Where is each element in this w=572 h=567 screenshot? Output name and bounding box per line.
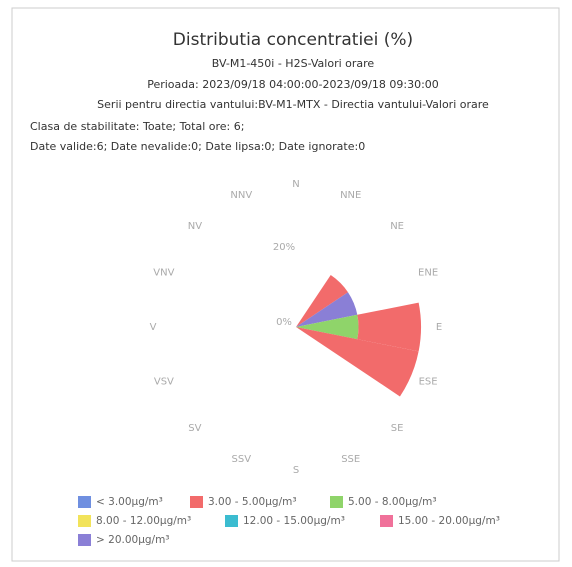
legend-swatch xyxy=(380,515,393,527)
legend-swatch xyxy=(225,515,238,527)
legend-label: 8.00 - 12.00µg/m³ xyxy=(96,515,191,527)
subtitle: BV-M1-450i - H2S-Valori orare xyxy=(212,57,375,70)
legend-label: 5.00 - 8.00µg/m³ xyxy=(348,496,437,508)
direction-label: E xyxy=(436,322,442,333)
wedge xyxy=(357,302,422,352)
direction-label: SV xyxy=(188,423,201,434)
direction-label: NE xyxy=(390,221,404,232)
direction-label: NV xyxy=(188,221,202,232)
legend-swatch xyxy=(190,496,203,508)
subtitle: Serii pentru directia vantului:BV-M1-MTX… xyxy=(97,98,489,111)
legend-label: 3.00 - 5.00µg/m³ xyxy=(208,496,297,508)
direction-label: NNE xyxy=(340,190,361,201)
radial-tick-label: 20% xyxy=(273,242,295,253)
frame xyxy=(11,7,560,562)
legend-label: 15.00 - 20.00µg/m³ xyxy=(398,515,500,527)
direction-label: VSV xyxy=(154,377,174,388)
wedge xyxy=(296,327,419,397)
direction-label: ESE xyxy=(419,377,438,388)
legend-swatch xyxy=(78,534,91,546)
wedge xyxy=(296,275,348,327)
direction-label: S xyxy=(293,465,299,476)
direction-label: V xyxy=(150,322,157,333)
legend-label: 12.00 - 15.00µg/m³ xyxy=(243,515,345,527)
info: Date valide:6; Date nevalide:0; Date lip… xyxy=(30,140,365,153)
direction-label: VNV xyxy=(153,267,174,278)
legend-swatch xyxy=(330,496,343,508)
direction-label: SSV xyxy=(232,454,252,465)
chart-title: Distributia concentratiei (%) xyxy=(173,30,413,50)
wedge xyxy=(296,292,358,327)
subtitle: Perioada: 2023/09/18 04:00:00-2023/09/18… xyxy=(147,78,439,91)
radial-tick-label: 0% xyxy=(276,317,292,328)
direction-label: N xyxy=(292,179,299,190)
legend-swatch xyxy=(78,515,91,527)
direction-label: NNV xyxy=(230,190,252,201)
wedge xyxy=(296,314,359,340)
direction-label: SE xyxy=(391,423,404,434)
legend-label: < 3.00µg/m³ xyxy=(96,496,163,508)
info: Clasa de stabilitate: Toate; Total ore: … xyxy=(30,120,244,133)
direction-label: ENE xyxy=(418,267,438,278)
legend-label: > 20.00µg/m³ xyxy=(96,534,170,546)
legend-swatch xyxy=(78,496,91,508)
direction-label: SSE xyxy=(341,454,360,465)
